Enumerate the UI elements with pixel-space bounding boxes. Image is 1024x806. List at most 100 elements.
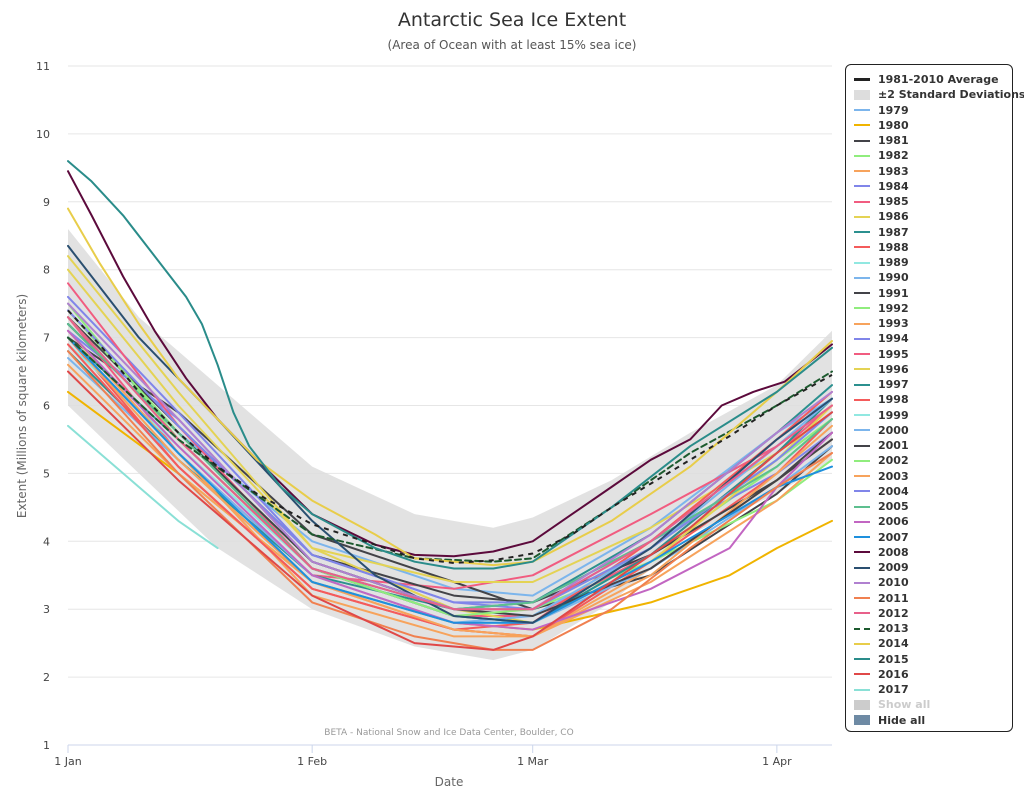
series-line-2017[interactable] (67, 424, 219, 550)
legend-item-1990[interactable]: 1990 (854, 270, 1012, 285)
legend-item-1994[interactable]: 1994 (854, 331, 1012, 346)
legend-label: 2008 (878, 545, 909, 559)
legend-label: ±2 Standard Deviations (878, 88, 1024, 102)
y-tick-label: 4 (43, 535, 50, 548)
x-tick-label: 1 Jan (54, 755, 81, 768)
legend-label: 2017 (878, 683, 909, 697)
legend-item-2005[interactable]: 2005 (854, 499, 1012, 514)
legend-swatch (854, 475, 870, 478)
legend-item-1992[interactable]: 1992 (854, 301, 1012, 316)
legend-swatch (854, 642, 870, 645)
legend-item-2-standard-deviations[interactable]: ±2 Standard Deviations (854, 87, 1024, 102)
legend-rows: 1981-2010 Average ±2 Standard Deviations 1… (854, 72, 1024, 697)
x-tick-label: 1 Feb (297, 755, 327, 768)
legend-item-1991[interactable]: 1991 (854, 286, 1012, 301)
legend-item-1982[interactable]: 1982 (854, 148, 1012, 163)
legend-item-2002[interactable]: 2002 (854, 453, 1012, 468)
y-tick-label: 9 (43, 196, 50, 209)
legend-item-2000[interactable]: 2000 (854, 423, 1012, 438)
legend-label: 2014 (878, 637, 909, 651)
legend-label: 1994 (878, 332, 909, 346)
legend-label: 2013 (878, 622, 909, 636)
legend-swatch (854, 231, 870, 234)
legend-item-1983[interactable]: 1983 (854, 164, 1012, 179)
legend-item-1998[interactable]: 1998 (854, 392, 1012, 407)
legend-item-1996[interactable]: 1996 (854, 362, 1012, 377)
legend-swatch (854, 185, 870, 188)
y-tick-label: 2 (43, 671, 50, 684)
legend-label: 2012 (878, 606, 909, 620)
legend-swatch (854, 322, 870, 325)
series-line-1996[interactable] (67, 255, 833, 624)
y-tick-labels: 1 2 3 4 5 6 7 8 9 10 11 (36, 60, 50, 752)
series-line-2005[interactable] (67, 323, 833, 611)
legend-swatch (854, 368, 870, 371)
y-tick-label: 7 (43, 332, 50, 345)
series-line-2014[interactable] (67, 207, 833, 567)
series-line-2012[interactable] (67, 316, 833, 611)
legend-item-2003[interactable]: 2003 (854, 469, 1012, 484)
legend-label: 1981-2010 Average (878, 73, 999, 87)
legend-item-1984[interactable]: 1984 (854, 179, 1012, 194)
legend-item-2012[interactable]: 2012 (854, 606, 1012, 621)
legend-item-1995[interactable]: 1995 (854, 347, 1012, 362)
legend-item-1997[interactable]: 1997 (854, 377, 1012, 392)
y-tick-label: 3 (43, 603, 50, 616)
legend-item-1999[interactable]: 1999 (854, 408, 1012, 423)
legend-item-2014[interactable]: 2014 (854, 636, 1012, 651)
series-line-1986[interactable] (67, 268, 833, 583)
legend-item-2004[interactable]: 2004 (854, 484, 1012, 499)
legend-item-1993[interactable]: 1993 (854, 316, 1012, 331)
legend-label: 1984 (878, 179, 909, 193)
y-tick-label: 10 (36, 128, 50, 141)
legend-item-1986[interactable]: 1986 (854, 209, 1012, 224)
legend-item-1985[interactable]: 1985 (854, 194, 1012, 209)
x-tick-label: 1 Mar (517, 755, 549, 768)
legend-item-1988[interactable]: 1988 (854, 240, 1012, 255)
chart-title: Antarctic Sea Ice Extent (398, 9, 626, 31)
series-line-average[interactable] (67, 309, 833, 565)
legend-swatch (854, 520, 870, 523)
legend-item-1979[interactable]: 1979 (854, 103, 1012, 118)
legend-swatch (854, 490, 870, 493)
legend-item-2013[interactable]: 2013 (854, 621, 1012, 636)
legend-item-2017[interactable]: 2017 (854, 682, 1012, 697)
legend-label: 2004 (878, 484, 909, 498)
legend-item-1981[interactable]: 1981 (854, 133, 1012, 148)
legend-label: 1987 (878, 225, 909, 239)
x-axis-title: Date (435, 775, 464, 789)
series-line-2006[interactable] (67, 329, 833, 631)
legend-item-2010[interactable]: 2010 (854, 575, 1012, 590)
y-tick-label: 11 (36, 60, 50, 73)
legend-item-2001[interactable]: 2001 (854, 438, 1012, 453)
legend-item-2009[interactable]: 2009 (854, 560, 1012, 575)
legend-show-all-button[interactable]: Show all (854, 697, 1012, 712)
series-line-2008[interactable] (67, 170, 833, 558)
legend-item-1981-2010-average[interactable]: 1981-2010 Average (854, 72, 1012, 87)
legend-item-1989[interactable]: 1989 (854, 255, 1012, 270)
legend-swatch (854, 170, 870, 173)
series-line-2016[interactable] (67, 370, 833, 651)
legend-swatch (854, 658, 870, 661)
legend-swatch (854, 505, 870, 508)
series-line-1993[interactable] (67, 329, 833, 638)
legend-item-2006[interactable]: 2006 (854, 514, 1012, 529)
legend-item-2016[interactable]: 2016 (854, 667, 1012, 682)
legend-label: 2002 (878, 454, 909, 468)
legend-item-2011[interactable]: 2011 (854, 591, 1012, 606)
legend-swatch (854, 383, 870, 386)
legend-label: 1982 (878, 149, 909, 163)
legend-item-1980[interactable]: 1980 (854, 118, 1012, 133)
legend-item-2015[interactable]: 2015 (854, 652, 1012, 667)
legend-item-2007[interactable]: 2007 (854, 530, 1012, 545)
legend-label: 1991 (878, 286, 909, 300)
gridlines (68, 65, 832, 746)
series-line-2007[interactable] (67, 336, 833, 624)
legend-item-2008[interactable]: 2008 (854, 545, 1012, 560)
series-line-1981[interactable] (67, 336, 833, 611)
y-tick-label: 6 (43, 400, 50, 413)
legend-hide-all-button[interactable]: Hide all (854, 713, 1012, 728)
legend-label: 2009 (878, 561, 909, 575)
legend-item-1987[interactable]: 1987 (854, 225, 1012, 240)
